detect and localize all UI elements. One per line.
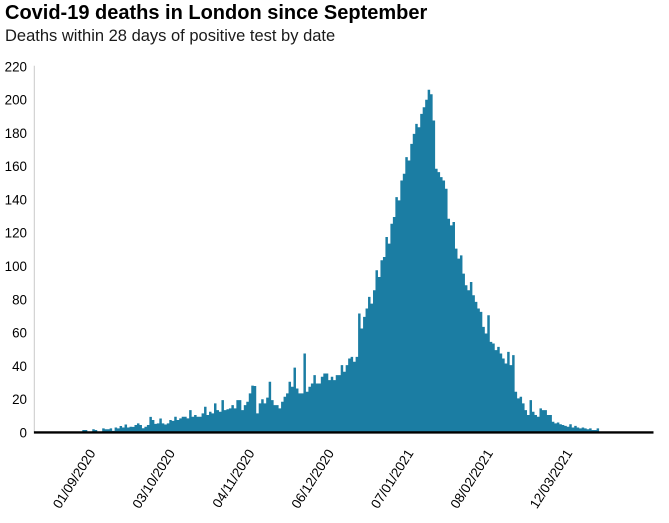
svg-text:04/11/2020: 04/11/2020 xyxy=(209,447,257,511)
svg-text:01/09/2020: 01/09/2020 xyxy=(50,447,99,512)
svg-text:60: 60 xyxy=(12,326,27,341)
svg-text:180: 180 xyxy=(5,126,27,141)
svg-text:160: 160 xyxy=(5,159,27,174)
svg-text:07/01/2021: 07/01/2021 xyxy=(368,447,417,512)
svg-text:12/03/2021: 12/03/2021 xyxy=(527,447,576,512)
svg-text:120: 120 xyxy=(5,226,27,241)
svg-text:0: 0 xyxy=(20,425,27,440)
svg-text:200: 200 xyxy=(5,93,27,108)
svg-text:03/10/2020: 03/10/2020 xyxy=(129,447,178,512)
svg-text:20: 20 xyxy=(12,392,27,407)
svg-text:220: 220 xyxy=(5,59,27,74)
svg-text:100: 100 xyxy=(5,259,27,274)
svg-text:140: 140 xyxy=(5,192,27,207)
svg-text:08/02/2021: 08/02/2021 xyxy=(447,447,496,512)
svg-text:40: 40 xyxy=(12,359,27,374)
svg-text:06/12/2020: 06/12/2020 xyxy=(288,447,337,512)
svg-text:80: 80 xyxy=(12,292,27,307)
